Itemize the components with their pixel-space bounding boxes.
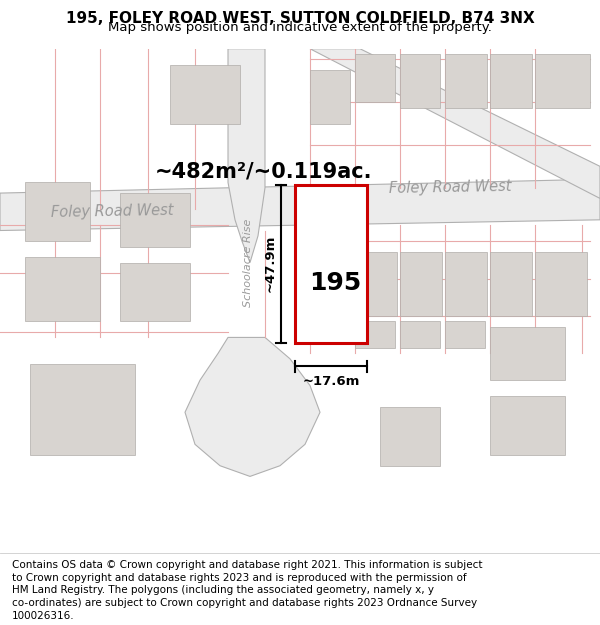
Bar [355, 54, 395, 102]
Text: Map shows position and indicative extent of the property.: Map shows position and indicative extent… [108, 21, 492, 34]
Polygon shape [185, 338, 320, 476]
Bar [120, 262, 190, 321]
Bar [490, 396, 565, 455]
Polygon shape [228, 49, 265, 262]
Bar [490, 54, 532, 107]
Text: HM Land Registry. The polygons (including the associated geometry, namely x, y: HM Land Registry. The polygons (includin… [12, 586, 434, 596]
Bar [25, 182, 90, 241]
Bar [535, 252, 587, 316]
Bar [445, 321, 485, 348]
Text: 195, FOLEY ROAD WEST, SUTTON COLDFIELD, B74 3NX: 195, FOLEY ROAD WEST, SUTTON COLDFIELD, … [65, 11, 535, 26]
Bar [295, 184, 367, 342]
Bar [380, 407, 440, 466]
Bar [400, 252, 442, 316]
Polygon shape [310, 49, 600, 198]
Bar [30, 364, 135, 455]
Bar [310, 70, 350, 124]
Text: Foley Road West: Foley Road West [389, 179, 511, 196]
Text: ~17.6m: ~17.6m [302, 375, 359, 388]
Bar [490, 327, 565, 380]
Text: ~482m²/~0.119ac.: ~482m²/~0.119ac. [155, 162, 373, 182]
Text: co-ordinates) are subject to Crown copyright and database rights 2023 Ordnance S: co-ordinates) are subject to Crown copyr… [12, 598, 477, 608]
Polygon shape [0, 179, 600, 231]
Text: Schoolacre Rise: Schoolacre Rise [243, 218, 253, 307]
Bar [490, 252, 532, 316]
Bar [355, 321, 395, 348]
Bar [310, 252, 352, 316]
Bar [355, 252, 397, 316]
Bar [445, 54, 487, 107]
Text: to Crown copyright and database rights 2023 and is reproduced with the permissio: to Crown copyright and database rights 2… [12, 572, 467, 582]
Bar [400, 54, 440, 107]
Text: ~47.9m: ~47.9m [264, 235, 277, 292]
Text: Foley Road West: Foley Road West [50, 202, 173, 220]
Text: 100026316.: 100026316. [12, 611, 74, 621]
Bar [120, 193, 190, 246]
Bar [445, 252, 487, 316]
Text: 195: 195 [309, 271, 361, 294]
Bar [25, 258, 100, 321]
Bar [400, 321, 440, 348]
Bar [535, 54, 590, 107]
Text: Contains OS data © Crown copyright and database right 2021. This information is : Contains OS data © Crown copyright and d… [12, 560, 482, 570]
Bar [170, 65, 240, 124]
